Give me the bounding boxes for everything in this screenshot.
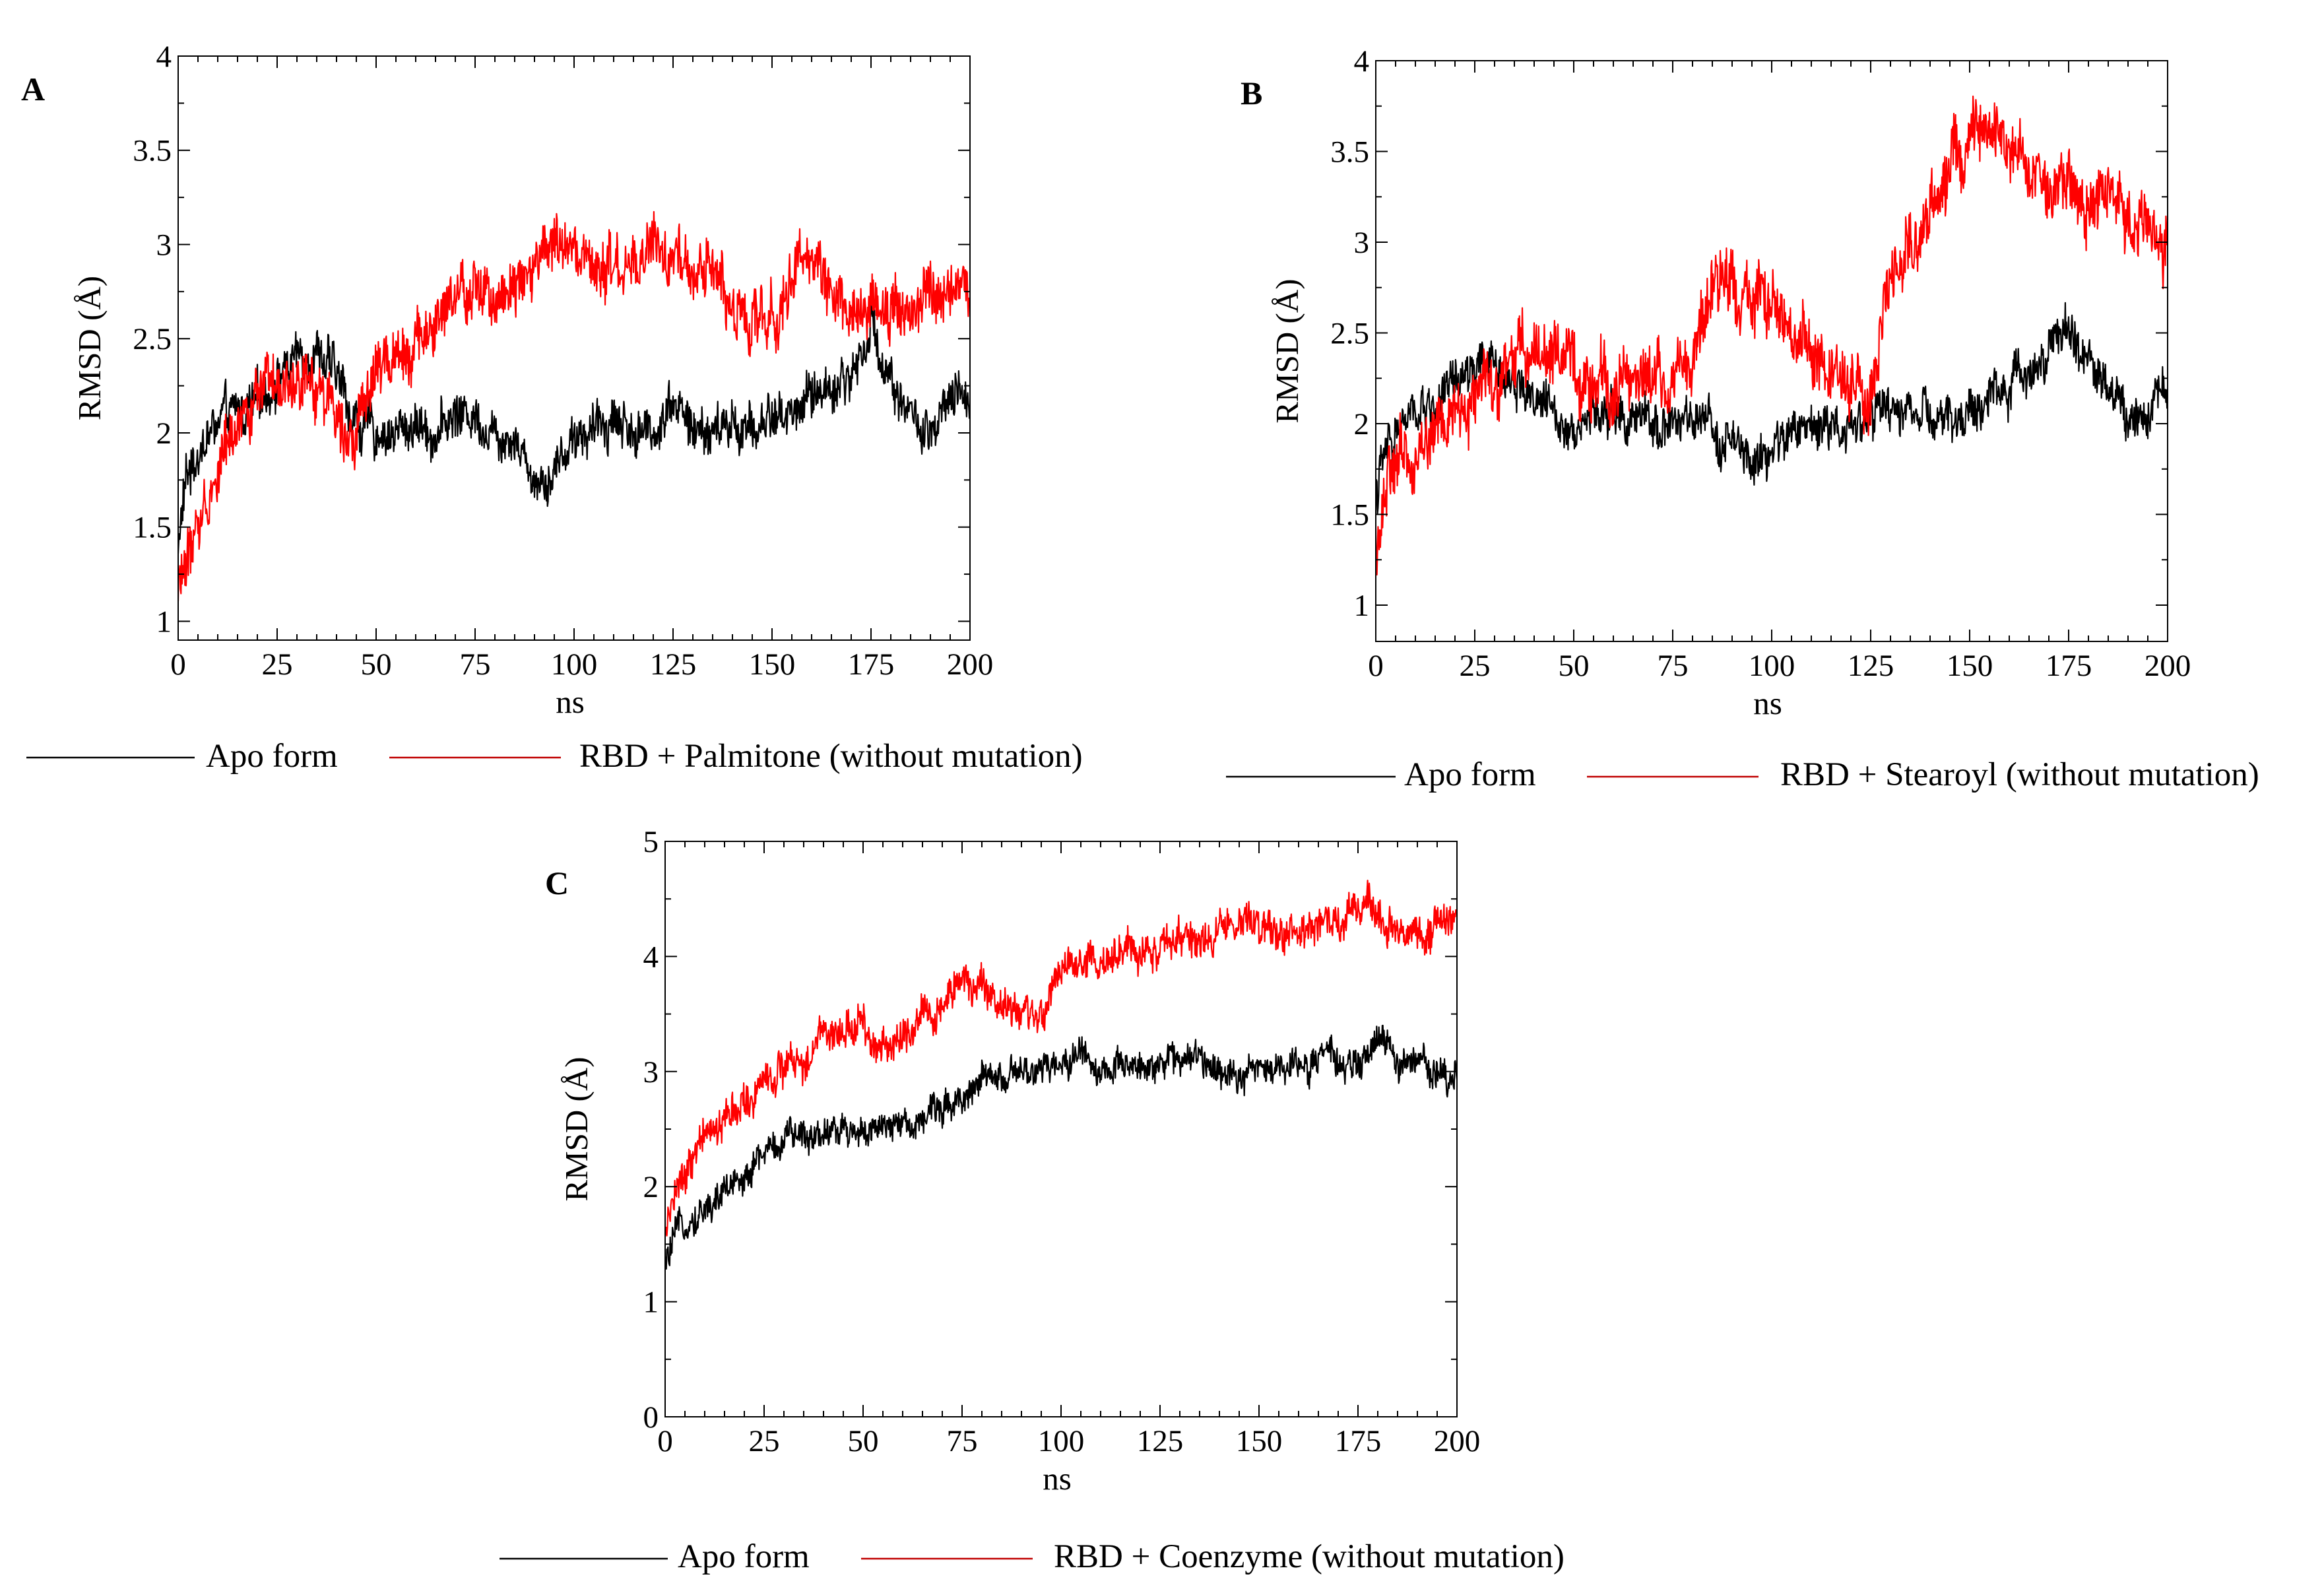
panel-b-x-tick-label: 200: [2145, 649, 2191, 683]
panel-c-series-apo-line: [665, 1024, 1457, 1270]
panel-c-legend-ligand-label: RBD + Coenzyme (without mutation): [1054, 1538, 1565, 1575]
panel-a-y-tick-label: 2: [156, 416, 172, 451]
panel-a-label: A: [21, 71, 45, 108]
panel-c-x-tick-label: 100: [1038, 1424, 1085, 1458]
panel-b-x-axis-title: ns: [1753, 685, 1782, 721]
panel-c-legend: Apo form RBD + Coenzyme (without mutatio…: [500, 1538, 1565, 1575]
panel-b-x-tick-label: 75: [1658, 649, 1689, 683]
panel-b-x-tick-label: 0: [1368, 649, 1384, 683]
panel-a-legend-apo-label: Apo form: [206, 738, 338, 775]
panel-a-series-apo-line: [178, 303, 970, 554]
panel-c-label: C: [545, 864, 569, 901]
panel-b-y-tick-label: 2.5: [1330, 317, 1369, 351]
panel-c-y-axis-title: RMSD (Å): [558, 1057, 595, 1201]
panel-c-x-tick-label: 175: [1335, 1424, 1382, 1458]
panel-a-y-tick-label: 1.5: [133, 511, 172, 545]
panel-a-x-tick-label: 125: [650, 647, 697, 682]
panel-b-x-tick-label: 50: [1559, 649, 1590, 683]
panel-b-legend: Apo form RBD + Stearoyl (without mutatio…: [1226, 756, 2259, 793]
panel-a-x-tick-label: 200: [947, 647, 994, 682]
panel-c: C 0 25 50 75 100 125 150 175 200 0 1 2 3 4 5 ns RMSD (Å)…: [500, 825, 1565, 1575]
panel-c-series-group: [665, 880, 1457, 1270]
panel-c-x-tick-label: 50: [848, 1424, 879, 1458]
panel-b-y-tick-label: 2: [1354, 407, 1370, 441]
panel-c-y-tick-label: 2: [643, 1170, 659, 1204]
panel-b-series-ligand-line: [1376, 95, 2168, 576]
panel-a-x-tick-label: 25: [262, 647, 293, 682]
panel-a-x-tick-label: 150: [749, 647, 796, 682]
panel-a-y-tick-label: 2.5: [133, 322, 172, 356]
panel-b-legend-apo-label: Apo form: [1404, 756, 1536, 793]
panel-a-legend: Apo form RBD + Palmitone (without mutati…: [26, 738, 1083, 775]
panel-a-series-ligand-line: [178, 211, 970, 602]
panel-a-series-group: [178, 211, 970, 602]
panel-c-y-tick-label: 1: [643, 1285, 659, 1320]
panel-a-plot: 0 25 50 75 100 125 150 175 200 1 1.5 2 2.5 3 3.5 4 ns RMS…: [71, 40, 993, 720]
panel-b-y-tick-label: 3: [1354, 226, 1370, 260]
panel-b-x-tick-label: 25: [1460, 649, 1491, 683]
panel-a-y-tick-label: 1: [156, 604, 172, 639]
panel-c-x-tick-label: 150: [1236, 1424, 1283, 1458]
panel-c-x-tick-label: 25: [749, 1424, 780, 1458]
panel-b-x-tick-label: 150: [1947, 649, 1993, 683]
panel-c-x-tick-label: 200: [1434, 1424, 1481, 1458]
panel-c-y-tick-label: 3: [643, 1055, 659, 1089]
panel-a-y-tick-label: 3: [156, 228, 172, 262]
panel-b-y-tick-label: 1: [1354, 589, 1370, 623]
panel-c-y-tick-label: 4: [643, 940, 659, 974]
panel-a: A 0 25 50 75 100 125 150 175 200 1 1.5 2 2.5 3 3.5 4 ns R…: [21, 40, 1083, 775]
panel-b-series-group: [1376, 95, 2168, 576]
panel-a-x-axis-title: ns: [556, 684, 585, 720]
panel-b-plot: 0 25 50 75 100 125 150 175 200 1 1.5 2 2.5 3 3.5 4 ns RMS…: [1269, 44, 2191, 721]
panel-a-x-tick-label: 100: [551, 647, 598, 682]
panel-c-x-axis-title: ns: [1043, 1460, 1072, 1497]
panel-b: B 0 25 50 75 100 125 150 175 200 1 1.5 2 2.5 3 3.5 4 ns R…: [1226, 44, 2259, 793]
panel-b-legend-ligand-label: RBD + Stearoyl (without mutation): [1780, 756, 2259, 793]
panel-c-plot: 0 25 50 75 100 125 150 175 200 0 1 2 3 4 5 ns RMSD (Å): [558, 825, 1480, 1497]
panel-b-y-tick-label: 1.5: [1330, 498, 1369, 533]
panel-a-x-tick-label: 75: [460, 647, 491, 682]
panel-c-x-tick-label: 0: [657, 1424, 673, 1458]
panel-a-x-tick-label: 175: [848, 647, 895, 682]
panel-b-x-tick-label: 175: [2046, 649, 2092, 683]
panel-b-y-tick-label: 3.5: [1330, 135, 1369, 170]
panel-b-y-axis-title: RMSD (Å): [1269, 278, 1305, 423]
panel-b-x-tick-label: 100: [1749, 649, 1795, 683]
panel-c-x-tick-label: 125: [1137, 1424, 1184, 1458]
panel-a-y-tick-label: 4: [156, 40, 172, 74]
panel-c-series-ligand-line: [665, 880, 1457, 1237]
panel-a-y-axis-title: RMSD (Å): [71, 276, 108, 420]
panel-b-label: B: [1241, 75, 1262, 112]
panel-b-y-tick-label: 4: [1354, 44, 1370, 79]
panel-a-legend-ligand-label: RBD + Palmitone (without mutation): [579, 738, 1083, 775]
panel-a-x-tick-label: 50: [361, 647, 392, 682]
panel-a-y-tick-label: 3.5: [133, 134, 172, 168]
panel-c-legend-apo-label: Apo form: [678, 1538, 810, 1575]
panel-b-x-tick-label: 125: [1848, 649, 1894, 683]
panel-a-x-tick-label: 0: [170, 647, 186, 682]
panel-c-x-tick-label: 75: [947, 1424, 978, 1458]
panel-c-y-tick-label: 5: [643, 825, 659, 859]
panel-c-y-tick-label: 0: [643, 1400, 659, 1435]
